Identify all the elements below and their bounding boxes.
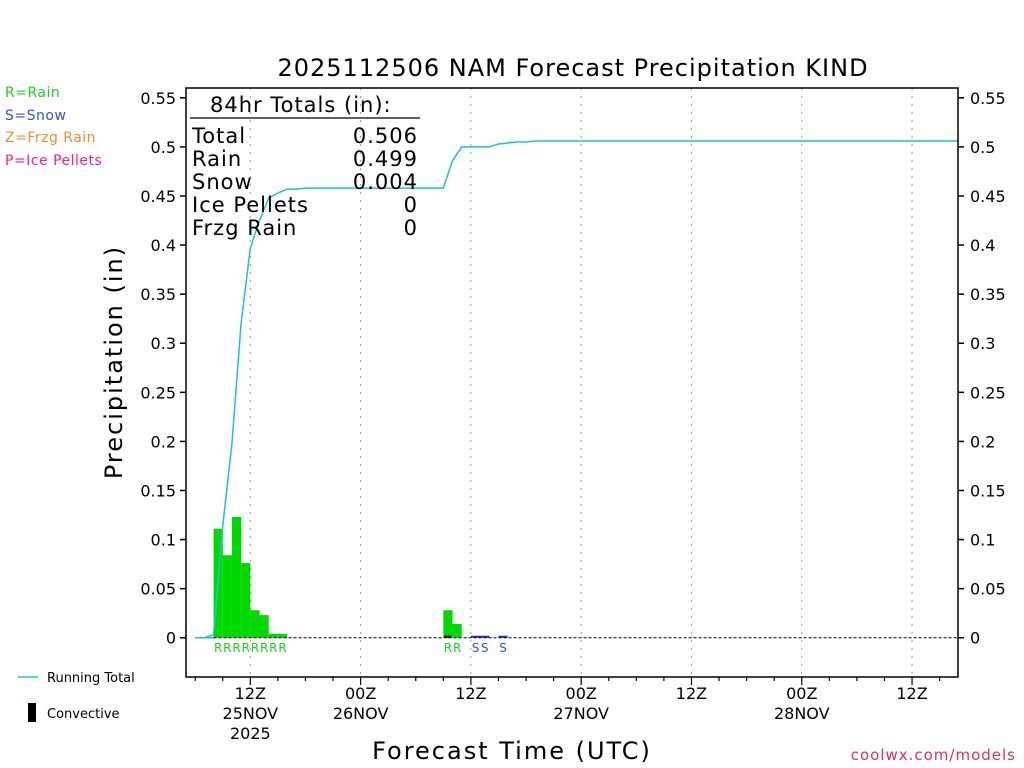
y-tick-label-left: 0.1 — [151, 531, 176, 550]
x-tick-label: 12Z — [676, 684, 707, 703]
y-tick-label-left: 0.4 — [151, 236, 176, 255]
rain-type-label: R — [232, 641, 240, 655]
y-axis-right: 0 0.05 0.1 0.15 0.2 0.25 0.3 0.35 0.4 0.45 0.5 0.55 — [958, 89, 1006, 648]
precip-bar — [250, 610, 260, 638]
hourly-precip-bars — [195, 516, 462, 639]
running-total-line — [195, 140, 958, 639]
rain-type-label: R — [260, 641, 268, 655]
y-tick-label-right: 0 — [970, 629, 980, 648]
y-tick-label-left: 0 — [166, 629, 176, 648]
series-legend: Running Total Convective — [18, 671, 135, 722]
totals-row-label: Snow — [192, 170, 253, 194]
chart-title: 2025112506 NAM Forecast Precipitation KI… — [277, 54, 868, 82]
snow-marks — [470, 635, 508, 638]
precip-bar — [222, 555, 232, 638]
totals-row-label: Rain — [192, 147, 242, 171]
y-tick-label-left: 0.45 — [140, 187, 176, 206]
snow-bar — [480, 635, 490, 638]
totals-row-value: 0.004 — [353, 170, 418, 194]
x-tick-label: 12Z — [896, 684, 927, 703]
y-tick-label-left: 0.15 — [140, 481, 176, 500]
precip-bar — [452, 623, 462, 638]
type-legend-item: S=Snow — [5, 107, 67, 124]
y-tick-label-right: 0.15 — [970, 481, 1006, 500]
y-tick-label-left: 0.55 — [140, 89, 176, 108]
plot-frame — [185, 87, 959, 678]
rain-type-label: R — [444, 641, 452, 655]
totals-row-value: 0.506 — [353, 124, 418, 148]
rain-type-label: R — [251, 641, 259, 655]
totals-row-label: Total — [191, 124, 246, 148]
y-tick-label-left: 0.5 — [151, 138, 176, 157]
x-tick-label: 12Z — [455, 684, 486, 703]
rain-type-label: R — [223, 641, 231, 655]
y-tick-label-left: 0.35 — [140, 285, 176, 304]
x-tick-date: 25NOV — [223, 704, 279, 723]
y-tick-label-right: 0.05 — [970, 580, 1006, 599]
x-tick-date: 28NOV — [774, 704, 830, 723]
totals-row-value: 0 — [404, 216, 418, 240]
y-tick-label-right: 0.3 — [970, 334, 995, 353]
x-tick-label: 12Z — [235, 684, 266, 703]
y-tick-label-right: 0.5 — [970, 138, 995, 157]
y-tick-label-right: 0.45 — [970, 187, 1006, 206]
y-tick-label-right: 0.35 — [970, 285, 1006, 304]
rain-type-label: R — [269, 641, 277, 655]
precip-bar — [443, 610, 453, 638]
y-tick-label-left: 0.05 — [140, 580, 176, 599]
y-tick-label-right: 0.55 — [970, 89, 1006, 108]
y-axis-left: 0 0.05 0.1 0.15 0.2 0.25 0.3 0.35 0.4 0.45 0.5 0.55 — [140, 89, 186, 648]
convective-bar — [444, 635, 452, 638]
x-tick-label: 00Z — [345, 684, 376, 703]
precip-bar — [268, 633, 278, 638]
x-tick-date: 26NOV — [333, 704, 389, 723]
convective-legend-swatch — [28, 703, 36, 722]
convective-bars — [444, 635, 452, 638]
totals-row-label: Ice Pellets — [192, 193, 309, 217]
precip-bar — [277, 633, 288, 638]
snow-bar — [470, 635, 481, 638]
snow-type-label: S — [481, 641, 489, 655]
type-legend-item: R=Rain — [5, 85, 61, 101]
rain-type-label: R — [242, 641, 250, 655]
credit-text: coolwx.com/models — [850, 746, 1016, 764]
y-axis-label: Precipitation (in) — [100, 245, 128, 479]
y-tick-label-right: 0.1 — [970, 531, 995, 550]
totals-row-label: Frzg Rain — [192, 216, 297, 240]
y-tick-label-left: 0.2 — [151, 432, 176, 451]
totals-heading: 84hr Totals (in): — [210, 93, 392, 117]
x-tick-label: 00Z — [786, 684, 817, 703]
y-tick-label-right: 0.25 — [970, 383, 1006, 402]
x-axis-label: Forecast Time (UTC) — [372, 737, 652, 765]
rain-type-label: R — [214, 641, 222, 655]
precip-bar — [241, 563, 251, 638]
totals-row-value: 0.499 — [353, 147, 418, 171]
precip-bar — [231, 516, 242, 638]
snow-bar — [498, 635, 508, 638]
snow-type-label: S — [499, 641, 507, 655]
y-tick-label-left: 0.3 — [151, 334, 176, 353]
x-tick-label: 00Z — [566, 684, 597, 703]
precip-bar — [259, 615, 269, 638]
type-legend-item: Z=Frzg Rain — [5, 130, 97, 146]
totals-box: 84hr Totals (in): Total 0.506 Rain 0.499 Snow… — [190, 93, 420, 240]
running-total-legend-label: Running Total — [47, 671, 135, 686]
vertical-grid-lines — [249, 88, 913, 677]
snow-type-label: S — [472, 641, 480, 655]
y-tick-label-right: 0.4 — [970, 236, 995, 255]
type-legend-item: P=Ice Pellets — [5, 152, 103, 169]
y-tick-label-right: 0.2 — [970, 432, 995, 451]
x-tick-date: 27NOV — [553, 704, 609, 723]
x-tick-year: 2025 — [230, 724, 271, 743]
y-tick-label-left: 0.25 — [140, 383, 176, 402]
totals-row-value: 0 — [404, 193, 418, 217]
convective-legend-label: Convective — [47, 707, 120, 722]
rain-type-label: R — [453, 641, 461, 655]
precip-type-legend: R=Rain S=Snow Z=Frzg Rain P=Ice Pellets — [5, 82, 102, 172]
rain-type-label: R — [278, 641, 286, 655]
